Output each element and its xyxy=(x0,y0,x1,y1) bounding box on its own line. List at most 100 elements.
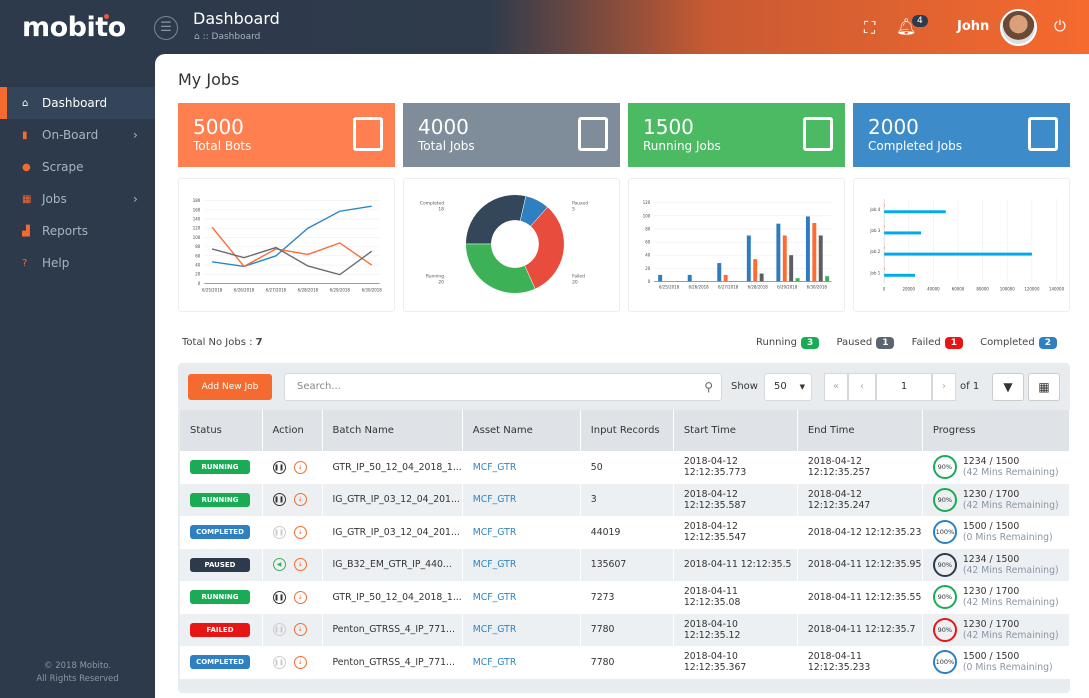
pause-icon[interactable]: ❚❚ xyxy=(272,460,286,474)
notification-badge: 4 xyxy=(912,15,928,27)
page-size-select[interactable]: 50 ▼ xyxy=(764,373,812,401)
completed-count: 2 xyxy=(1038,337,1057,349)
download-icon[interactable]: ↓ xyxy=(293,525,307,539)
pause-icon[interactable]: ❚❚ xyxy=(272,590,286,604)
x-tick-label: 6/26/2018 xyxy=(234,287,255,292)
input-records: 7273 xyxy=(580,581,674,614)
asset-link[interactable]: MCF_GTR xyxy=(472,656,517,668)
jobs-table: Status Action Batch Name Asset Name Input Re… xyxy=(180,410,1071,679)
y-tick-label: 0 xyxy=(648,279,651,284)
search-input[interactable]: Search... ⚲ xyxy=(284,373,722,401)
document-search-icon xyxy=(1028,117,1058,151)
sidebar-item-on-board[interactable]: ▮ On-Board › xyxy=(0,119,155,151)
status-badge: RUNNING xyxy=(190,590,250,605)
search-icon[interactable]: ⚲ xyxy=(704,380,713,394)
pause-icon[interactable]: ❚❚ xyxy=(272,493,286,507)
user-name[interactable]: John xyxy=(957,19,990,34)
running-count: 3 xyxy=(800,337,820,349)
bar xyxy=(805,216,810,282)
x-tick-label: 6/29/2018 xyxy=(330,287,351,292)
asset-link[interactable]: MCF_GTR xyxy=(472,526,517,538)
table-row[interactable]: COMPLETED ❚❚ ↓ IG_GTR_IP_03_12_04_201... … xyxy=(180,516,1071,549)
y-tick-label: 40 xyxy=(195,263,201,268)
calendar-icon: ▦ xyxy=(22,193,32,205)
column-header[interactable]: Status xyxy=(180,410,263,451)
end-time: 2018-04-12 12:12:35.257 xyxy=(797,451,923,484)
progress-ring: 100% xyxy=(932,520,957,545)
progress-count: 1234 / 1500 xyxy=(962,553,1020,565)
download-icon[interactable]: ↓ xyxy=(293,655,307,669)
failed-count: 1 xyxy=(944,337,963,349)
download-icon[interactable]: ↓ xyxy=(293,590,307,604)
breadcrumb-item[interactable]: Dashboard xyxy=(211,32,261,42)
add-new-job-button[interactable]: Add New Job xyxy=(188,374,272,400)
home-icon[interactable]: ⌂ xyxy=(194,32,200,42)
table-row[interactable]: PAUSED ◀ ↓ IG_B32_EM_GTR_IP_440... MCF_GT… xyxy=(180,548,1071,581)
y-tick-label: 140 xyxy=(193,217,201,222)
download-icon[interactable]: ↓ xyxy=(293,460,307,474)
start-time: 2018-04-12 12:12:35.773 xyxy=(673,451,798,484)
avatar[interactable] xyxy=(1000,9,1037,46)
download-icon[interactable]: ↓ xyxy=(293,623,307,637)
logout-icon[interactable]: ⏻ xyxy=(1054,17,1066,35)
menu-toggle-icon[interactable]: ☰ xyxy=(154,16,178,40)
next-page-button[interactable]: › xyxy=(932,373,956,401)
download-icon[interactable]: ↓ xyxy=(293,493,307,507)
download-icon[interactable]: ↓ xyxy=(293,558,307,572)
y-tick-label: 120 xyxy=(193,226,201,231)
columns-icon[interactable]: ▦ xyxy=(1028,373,1060,401)
page-header-title: Dashboard xyxy=(193,9,280,28)
y-tick-label: 20 xyxy=(195,272,201,277)
first-page-button[interactable]: « xyxy=(824,373,848,401)
end-time: 2018-04-11 12:12:35.95 xyxy=(797,548,923,581)
bar xyxy=(782,235,787,282)
bar xyxy=(687,274,692,282)
logo[interactable]: mobito xyxy=(22,12,126,43)
slice-value: 20 xyxy=(572,279,578,285)
prev-page-button[interactable]: ‹ xyxy=(848,373,876,401)
slice-label: Running xyxy=(426,274,444,280)
bell-icon[interactable]: 🔔︎ xyxy=(896,17,917,36)
slice-label: Paused xyxy=(572,201,588,207)
column-header[interactable]: Input Records xyxy=(580,410,674,451)
table-row[interactable]: RUNNING ❚❚ ↓ GTR_IP_50_12_04_2018_1... MC… xyxy=(180,451,1071,484)
sidebar-item-reports[interactable]: ▟ Reports xyxy=(0,215,155,247)
asset-link[interactable]: MCF_GTR xyxy=(472,591,517,603)
fullscreen-icon[interactable]: ⛶ xyxy=(864,18,876,37)
column-header[interactable]: Asset Name xyxy=(462,410,581,451)
asset-link[interactable]: MCF_GTR xyxy=(472,494,517,506)
filter-icon[interactable]: ▼ xyxy=(992,373,1024,401)
y-tick-label: Job 3 xyxy=(869,228,880,233)
bar xyxy=(825,276,830,282)
table-row[interactable]: RUNNING ❚❚ ↓ IG_GTR_IP_03_12_04_201... MC… xyxy=(180,483,1071,516)
pie-slice xyxy=(465,243,536,294)
progress-remaining: (42 Mins Remaining) xyxy=(962,597,1059,609)
input-records: 44019 xyxy=(580,516,674,549)
column-header[interactable]: Action xyxy=(262,410,323,451)
column-header[interactable]: End Time xyxy=(797,410,923,451)
page-input[interactable]: 1 xyxy=(876,373,932,401)
resume-icon[interactable]: ◀ xyxy=(272,558,286,572)
pause-icon: ❚❚ xyxy=(272,525,286,539)
pause-icon: ❚❚ xyxy=(272,623,286,637)
start-time: 2018-04-10 12:12:35.367 xyxy=(673,646,798,679)
table-row[interactable]: COMPLETED ❚❚ ↓ Penton_GTRSS_4_IP_771... M… xyxy=(180,646,1071,679)
asset-link[interactable]: MCF_GTR xyxy=(472,624,517,636)
sidebar-item-jobs[interactable]: ▦ Jobs › xyxy=(0,183,155,215)
table-row[interactable]: RUNNING ❚❚ ↓ GTR_IP_50_12_04_2018_1... MC… xyxy=(180,581,1071,614)
sidebar-item-dashboard[interactable]: ⌂ Dashboard xyxy=(0,87,155,119)
asset-link[interactable]: MCF_GTR xyxy=(472,461,517,473)
table-row[interactable]: FAILED ❚❚ ↓ Penton_GTRSS_4_IP_771... MCF_… xyxy=(180,613,1071,646)
stat-value: 2000 xyxy=(868,115,919,139)
y-tick-label: 100 xyxy=(193,235,201,240)
sidebar-item-help[interactable]: ? Help xyxy=(0,247,155,279)
stat-value: 4000 xyxy=(418,115,469,139)
asset-link[interactable]: MCF_GTR xyxy=(472,559,517,571)
bar xyxy=(884,231,922,235)
sidebar-item-scrape[interactable]: ● Scrape xyxy=(0,151,155,183)
column-header[interactable]: Progress xyxy=(922,410,1071,451)
column-header[interactable]: Batch Name xyxy=(322,410,463,451)
x-tick-label: 0 xyxy=(883,286,886,291)
column-header[interactable]: Start Time xyxy=(673,410,798,451)
y-tick-label: 60 xyxy=(195,253,201,258)
